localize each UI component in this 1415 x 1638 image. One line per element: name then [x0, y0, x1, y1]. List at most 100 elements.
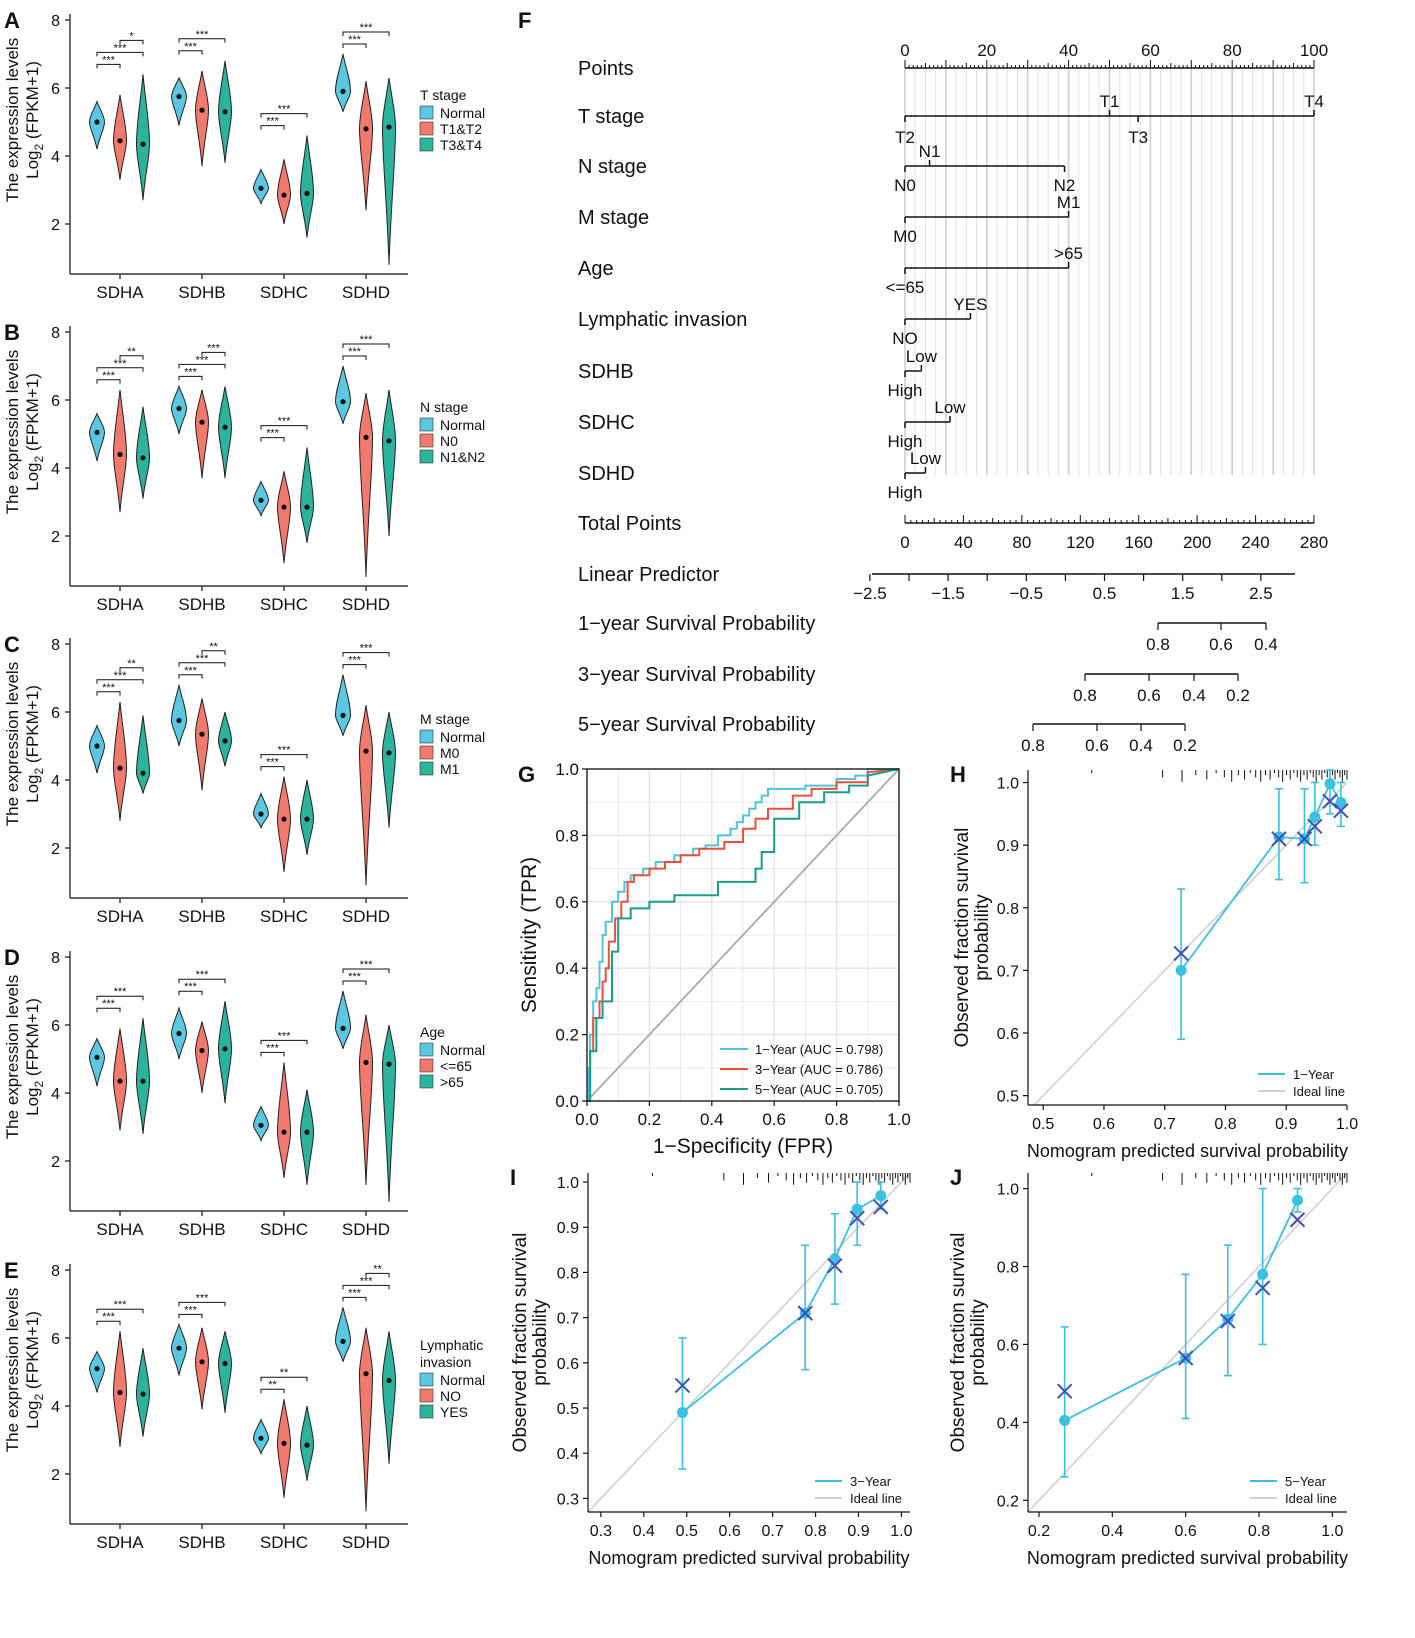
violin-shape	[276, 471, 292, 564]
significance-label: ***	[266, 116, 280, 128]
x-tick-label: 0.6	[1093, 1116, 1115, 1133]
points-tick-label: 60	[1141, 41, 1160, 60]
legend-label: 5−Year (AUC = 0.705)	[755, 1082, 883, 1097]
violin-shape	[299, 1089, 315, 1185]
panel-letter: A	[4, 8, 20, 33]
median-dot	[199, 1359, 205, 1365]
y-tick-label: 0.6	[557, 1356, 579, 1373]
bootstrap-cross	[1296, 831, 1313, 847]
violin-shape	[276, 159, 292, 225]
x-tick-label: 0.8	[1214, 1116, 1236, 1133]
violin-shape	[299, 447, 315, 543]
t-stage-label: T3	[1128, 128, 1148, 147]
median-dot	[140, 1391, 146, 1397]
x-tick-label: 0.5	[1032, 1116, 1054, 1133]
significance-label: ***	[184, 981, 198, 993]
legend-swatch	[419, 1404, 434, 1419]
y-axis-label: Log2 (FPKM+1)	[23, 998, 46, 1116]
surv3-label: 0.6	[1137, 686, 1161, 705]
significance-bracket	[96, 1308, 144, 1314]
significance-label: ***	[114, 42, 128, 54]
significance-bracket	[119, 667, 144, 672]
x-tick-label: SDHA	[96, 283, 144, 302]
y-tick-label: 8	[51, 325, 60, 342]
y-tick-label: 0.6	[555, 893, 579, 912]
calibration-point	[875, 1190, 887, 1202]
significance-label: ***	[102, 370, 116, 382]
significance-bracket	[201, 351, 226, 357]
significance-bracket	[260, 1051, 285, 1057]
y-axis-label: The expression levels	[3, 38, 22, 202]
significance-label: ***	[348, 1287, 362, 1299]
median-dot	[363, 748, 369, 754]
calibration-panel-i: I 0.3 0.4 0.5 0.6 0.7 0.8 0.9 1.0 0.3 0.4 0.5 0.6 0.7…	[510, 1165, 913, 1568]
x-tick-label: 0.4	[633, 1523, 655, 1540]
calibration-point	[1324, 778, 1336, 790]
nomogram-row-label: SDHD	[578, 463, 635, 485]
y-tick-label: 0.4	[555, 959, 579, 978]
bootstrap-cross	[1056, 1383, 1073, 1399]
nomogram-row-label: 3−year Survival Probability	[578, 664, 815, 686]
significance-bracket	[342, 355, 367, 360]
points-tick-label: 100	[1300, 41, 1328, 60]
x-tick-label: 0.7	[1154, 1116, 1176, 1133]
legend-label: Normal	[440, 105, 485, 121]
y-tick-label: 0.8	[555, 826, 579, 845]
nomogram-row-label: 1−year Survival Probability	[578, 613, 815, 635]
median-dot	[140, 1078, 146, 1084]
nomogram-panel: F Points T stage N stage M stage Age Lymphatic…	[518, 8, 1328, 755]
roc-panel: G 0.00.0 0.2 0.2 0.4 0.4 0.6 0.6 0.8 0.8 1.0 1.0 1−S…	[518, 760, 911, 1158]
bootstrap-cross	[797, 1305, 813, 1321]
calibration-point	[1335, 797, 1347, 809]
significance-label: ***	[102, 54, 116, 66]
y-tick-label: 0.8	[557, 1265, 579, 1282]
legend-label: Normal	[440, 1042, 485, 1058]
significance-label: *	[129, 30, 134, 42]
roc-curve	[587, 768, 900, 1102]
x-tick-label: SDHD	[342, 1220, 390, 1239]
legend-label: NO	[440, 1388, 461, 1404]
significance-bracket	[178, 363, 226, 369]
significance-label: ***	[360, 959, 374, 971]
significance-bracket	[365, 1272, 390, 1278]
x-tick-label: 1.0	[887, 1110, 911, 1129]
median-dot	[340, 1025, 346, 1031]
age-label: <=65	[886, 278, 925, 297]
median-dot	[281, 1129, 287, 1135]
sdhc-label: High	[888, 432, 923, 451]
median-dot	[94, 743, 100, 749]
legend-swatch	[419, 449, 434, 464]
median-dot	[94, 429, 100, 435]
median-dot	[199, 419, 205, 425]
significance-label: ***	[278, 104, 292, 116]
median-dot	[363, 1371, 369, 1377]
violin-shape	[112, 389, 128, 513]
panel-letter: J	[950, 1165, 962, 1190]
significance-label: ***	[114, 358, 128, 370]
x-axis-title: Nomogram predicted survival probability	[1027, 1548, 1348, 1568]
panel-letter: C	[4, 632, 20, 657]
median-dot	[386, 438, 392, 444]
total-points-label: 80	[1012, 533, 1031, 552]
x-tick-label: 0.8	[804, 1523, 826, 1540]
surv5-label: 0.2	[1173, 736, 1197, 755]
n-stage-label: N0	[894, 176, 916, 195]
x-tick-label: SDHC	[260, 283, 308, 302]
calibration-point	[1175, 964, 1187, 976]
significance-label: ***	[184, 665, 198, 677]
violin-shape	[217, 386, 233, 479]
y-tick-label: 6	[51, 1018, 60, 1035]
violin-shape	[194, 70, 210, 167]
surv5-label: 0.6	[1085, 736, 1109, 755]
panel-letter: F	[518, 8, 531, 33]
x-tick-label: 0.0	[575, 1110, 599, 1129]
y-tick-label: 1.0	[997, 1182, 1019, 1199]
violin-shape	[194, 389, 210, 479]
violin-shape	[88, 1037, 106, 1087]
significance-label: ***	[360, 334, 374, 346]
violin-shape	[112, 1331, 128, 1447]
panel-letter: H	[950, 762, 966, 787]
y-tick-label: 0.0	[555, 1092, 579, 1111]
x-tick-label: SDHA	[96, 1220, 144, 1239]
calibration-point	[1059, 1414, 1071, 1426]
